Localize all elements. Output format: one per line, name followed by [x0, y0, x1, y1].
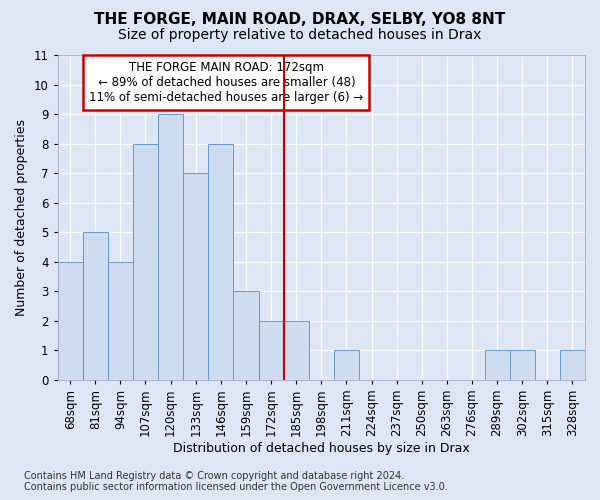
- Text: THE FORGE MAIN ROAD: 172sqm
← 89% of detached houses are smaller (48)
11% of sem: THE FORGE MAIN ROAD: 172sqm ← 89% of det…: [89, 61, 364, 104]
- Bar: [509, 350, 535, 380]
- Text: Size of property relative to detached houses in Drax: Size of property relative to detached ho…: [118, 28, 482, 42]
- Bar: [158, 114, 183, 380]
- Bar: [183, 173, 208, 380]
- Text: THE FORGE, MAIN ROAD, DRAX, SELBY, YO8 8NT: THE FORGE, MAIN ROAD, DRAX, SELBY, YO8 8…: [94, 12, 506, 28]
- Bar: [560, 350, 585, 380]
- Bar: [334, 350, 359, 380]
- Bar: [233, 291, 259, 380]
- Bar: [485, 350, 509, 380]
- Bar: [58, 262, 83, 380]
- Bar: [284, 320, 309, 380]
- Bar: [133, 144, 158, 380]
- X-axis label: Distribution of detached houses by size in Drax: Distribution of detached houses by size …: [173, 442, 470, 455]
- Bar: [259, 320, 284, 380]
- Bar: [208, 144, 233, 380]
- Bar: [108, 262, 133, 380]
- Text: Contains HM Land Registry data © Crown copyright and database right 2024.
Contai: Contains HM Land Registry data © Crown c…: [24, 471, 448, 492]
- Y-axis label: Number of detached properties: Number of detached properties: [15, 119, 28, 316]
- Bar: [83, 232, 108, 380]
